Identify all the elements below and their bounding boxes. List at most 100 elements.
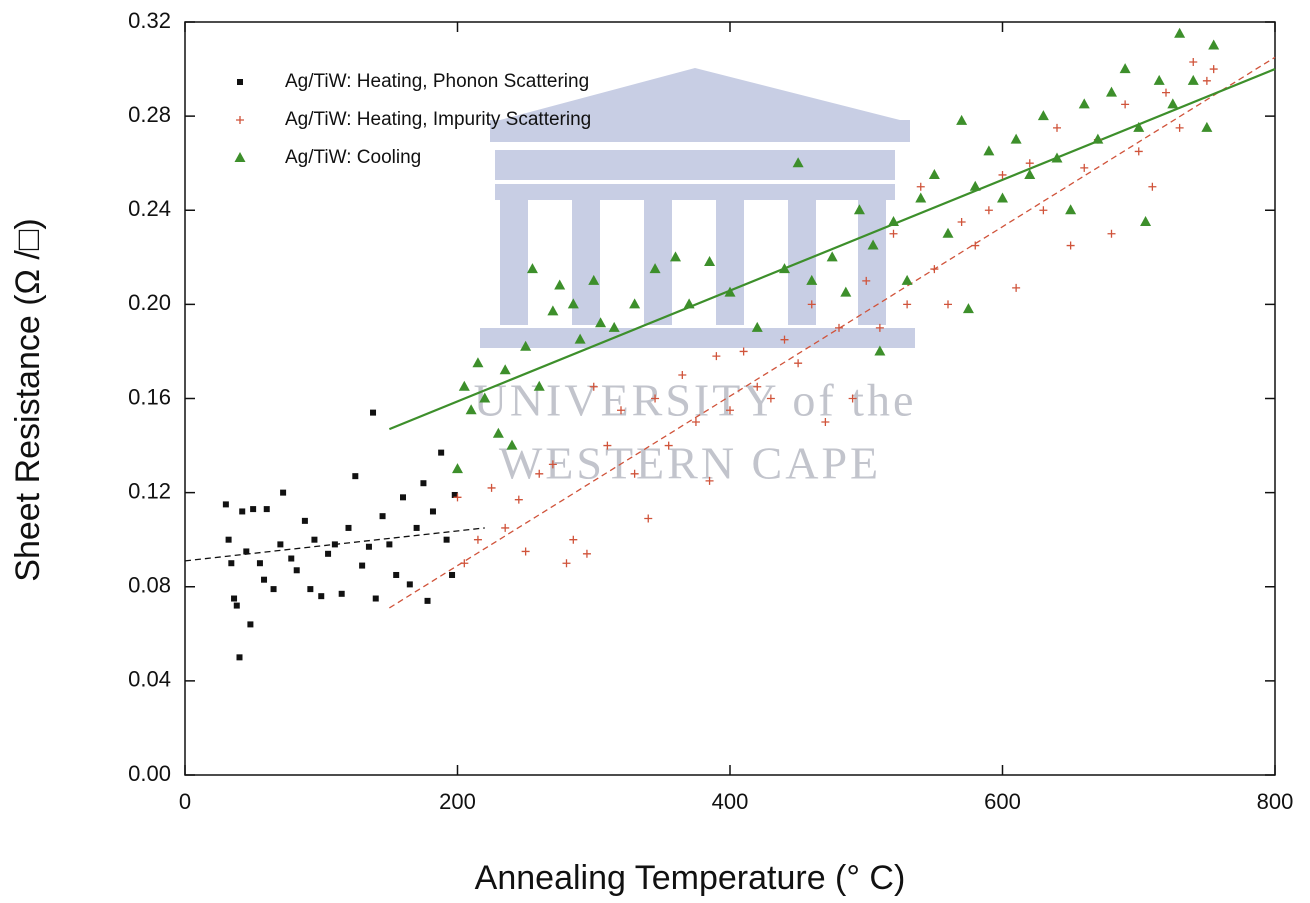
- watermark-line: UNIVERSITY of the: [474, 375, 917, 426]
- data-point: [231, 595, 238, 602]
- watermark-building: [480, 68, 915, 348]
- data-point: [724, 286, 736, 297]
- data-point: [501, 523, 510, 532]
- data-point: [595, 317, 607, 328]
- data-point: [780, 335, 789, 344]
- data-point: [983, 145, 995, 156]
- data-point: [1208, 39, 1220, 50]
- y-tick-label: 0.28: [128, 102, 171, 127]
- y-tick-label: 0.16: [128, 384, 171, 409]
- data-point: [853, 204, 865, 215]
- data-point: [506, 439, 518, 450]
- data-point: [1025, 159, 1034, 168]
- data-point: [1189, 58, 1198, 67]
- data-point: [479, 392, 491, 403]
- data-point: [608, 321, 620, 332]
- data-point: [400, 494, 406, 501]
- data-point: [874, 345, 886, 356]
- data-point: [984, 206, 993, 215]
- x-tick-label: 0: [179, 789, 191, 814]
- data-point: [629, 298, 641, 309]
- data-point: [250, 506, 257, 513]
- data-point: [247, 621, 254, 628]
- data-point: [438, 449, 445, 456]
- data-point: [280, 489, 287, 496]
- data-point: [424, 597, 431, 604]
- data-point: [888, 216, 899, 227]
- data-point: [521, 547, 530, 556]
- data-point: [472, 357, 484, 368]
- data-point: [1092, 133, 1104, 144]
- y-tick-label: 0.32: [128, 8, 171, 33]
- data-point: [875, 323, 884, 332]
- data-point: [413, 524, 420, 531]
- data-point: [520, 340, 532, 351]
- data-point: [1140, 216, 1152, 227]
- data-point: [458, 380, 470, 391]
- data-point: [901, 274, 913, 285]
- data-point: [944, 300, 952, 309]
- data-point: [862, 276, 871, 285]
- data-point: [526, 263, 538, 274]
- data-point: [753, 382, 762, 391]
- data-point: [630, 469, 639, 478]
- fit-line: [389, 56, 1276, 609]
- data-point: [644, 514, 653, 523]
- legend-label: Ag/TiW: Cooling: [285, 147, 421, 168]
- data-point: [236, 654, 243, 661]
- data-point: [473, 535, 482, 544]
- data-point: [1039, 206, 1048, 215]
- data-point: [567, 298, 579, 309]
- y-tick-label: 0.12: [128, 478, 171, 503]
- data-point: [225, 536, 232, 543]
- data-point: [889, 229, 898, 238]
- data-point: [562, 559, 571, 568]
- data-point: [1119, 63, 1131, 74]
- y-tick-label: 0.08: [128, 573, 171, 598]
- data-point: [451, 491, 458, 498]
- data-point: [452, 463, 463, 474]
- data-point: [338, 590, 345, 597]
- data-point: [288, 555, 295, 562]
- data-point: [293, 567, 300, 574]
- data-point: [582, 549, 591, 558]
- data-point: [649, 263, 661, 274]
- data-point: [1209, 65, 1218, 74]
- y-tick-label: 0.04: [128, 667, 171, 692]
- data-point: [766, 394, 775, 403]
- data-point: [443, 536, 450, 543]
- data-point: [916, 182, 925, 191]
- data-point: [514, 495, 523, 504]
- data-point: [930, 265, 939, 274]
- data-point: [318, 593, 325, 600]
- data-point: [1037, 110, 1049, 121]
- data-point: [589, 382, 598, 391]
- data-point: [726, 406, 734, 415]
- legend-marker: [237, 79, 243, 85]
- data-point: [1024, 168, 1036, 179]
- data-point: [352, 473, 359, 480]
- data-point: [792, 157, 804, 168]
- data-point: [277, 541, 284, 548]
- data-point: [301, 517, 308, 524]
- data-point: [1133, 121, 1145, 132]
- legend-marker: [234, 152, 246, 162]
- data-point: [704, 256, 716, 267]
- data-point: [569, 535, 578, 544]
- data-point: [651, 394, 660, 403]
- data-point: [307, 586, 314, 593]
- data-point: [535, 469, 544, 478]
- data-point: [370, 409, 377, 416]
- x-tick-label: 400: [712, 789, 749, 814]
- data-point: [806, 274, 818, 285]
- data-point: [325, 550, 332, 557]
- data-point: [588, 274, 600, 285]
- data-point: [492, 427, 504, 438]
- data-point: [345, 524, 352, 531]
- data-point: [365, 543, 372, 550]
- data-point: [1053, 123, 1061, 132]
- data-point: [499, 364, 511, 375]
- data-point: [603, 441, 612, 450]
- data-point: [712, 352, 721, 361]
- legend-label: Ag/TiW: Heating, Impurity Scattering: [285, 109, 591, 130]
